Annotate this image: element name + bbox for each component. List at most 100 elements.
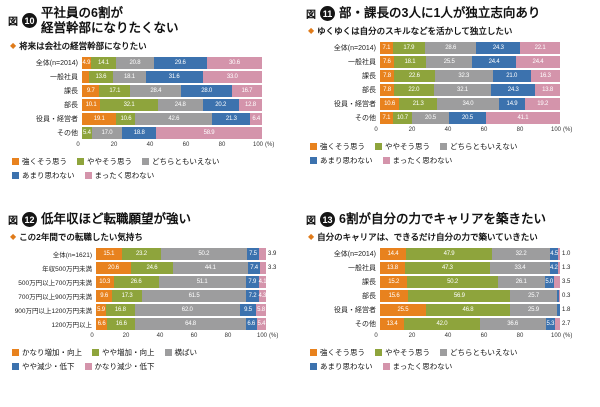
bar-segment: 7.1 <box>380 112 393 124</box>
bar-segment: 7.8 <box>380 84 395 96</box>
category-label: 500万円以上700万円未満 <box>18 280 92 287</box>
axis-tick-label: 80 <box>516 333 524 339</box>
bar-value-label: 28.4 <box>150 87 162 94</box>
bar-value-label: 13.6 <box>95 73 107 80</box>
bar-row: 700万円以上900万円未満 9.6 17.3 61.5 7.2 4.3 <box>8 290 296 302</box>
chart-subtitle: ◆ この2年間での転職したい気持ち <box>10 231 296 243</box>
bar-row: 課長 9.7 17.1 28.4 28.0 16.7 <box>8 84 296 97</box>
bar-value-label: 20.5 <box>425 115 436 121</box>
bar-segment: 9.7 <box>82 84 100 97</box>
axis-tick-label: 60 <box>182 141 190 148</box>
bar-segment: 16.8 <box>106 304 135 316</box>
axis-tick-label: 60 <box>190 333 198 339</box>
figure-number-badge: 12 <box>22 212 37 227</box>
bar-value-label: 18.1 <box>404 59 416 65</box>
legend-row: 強くそう思う ややそう思う どちらともいえない <box>310 141 594 152</box>
legend-swatch-icon <box>84 171 92 179</box>
bar-segment: 24.4 <box>472 56 517 68</box>
bar-row: 課長 15.2 50.2 26.1 5.0 3.5 <box>306 276 594 288</box>
bar-segment: 5.4 <box>82 126 92 139</box>
axis-tick-label: 60 <box>480 127 488 133</box>
diamond-bullet-icon: ◆ <box>10 40 17 50</box>
chart-subtitle-text: ゆくゆくは自分のスキルなどを活かして独立したい <box>317 26 513 36</box>
category-label: 一般社員 <box>348 265 376 272</box>
figure-number-badge: 10 <box>22 13 37 29</box>
bar-segment <box>260 262 266 274</box>
bar-value-label: 32.1 <box>457 87 468 93</box>
bar-segment <box>558 248 560 260</box>
bar-segment: 14.4 <box>380 248 406 260</box>
bar-segment: 26.1 <box>497 276 545 288</box>
bar-segment: 21.3 <box>399 98 438 110</box>
bar-segment: 21.3 <box>212 112 251 125</box>
bar-value-label: 4.2 <box>549 265 558 271</box>
legend: 強くそう思う ややそう思う どちらともいえない あまり思わない まったく思わない <box>12 156 296 181</box>
bar-segment: 25.5 <box>380 304 426 316</box>
bar-segment: 25.5 <box>426 56 473 68</box>
axis-tick-label: 0 <box>374 127 378 133</box>
bar-segment: 9.6 <box>96 290 113 302</box>
bar-track: 13.8 47.3 33.4 4.2 1.3 <box>380 262 570 274</box>
bar-segment: 29.6 <box>153 56 207 69</box>
bar-segment <box>555 318 560 330</box>
bar-value-label: 20.8 <box>129 59 141 66</box>
bar-value-label: 26.6 <box>130 279 142 285</box>
bar-segment: 17.1 <box>99 84 131 97</box>
bar-segment: 17.3 <box>112 290 142 302</box>
bar-segment: 20.5 <box>412 112 449 124</box>
legend-label: ややそう思う <box>87 156 132 166</box>
bar-value-label: 17.0 <box>101 129 113 136</box>
bar-segment: 10.1 <box>82 98 101 111</box>
bar-track: 19.1 10.6 42.6 21.3 6.4 <box>82 112 262 125</box>
legend-item: どちらともいえない <box>142 156 219 167</box>
legend-label: ややそう思う <box>385 348 430 357</box>
axis-tick-label: 40 <box>444 333 452 339</box>
bar-row: 全体(n=2014) 7.1 17.9 28.6 24.3 22.1 <box>306 42 594 54</box>
bar-segment: 22.6 <box>394 70 435 82</box>
legend-swatch-icon <box>375 349 382 356</box>
bar-row: 部長 15.6 56.9 25.7 0.3 <box>306 290 594 302</box>
bar-value-label: 44.1 <box>204 265 216 271</box>
bar-segment: 17.0 <box>91 126 123 139</box>
legend-item: まったく思わない <box>84 170 154 181</box>
bar-segment: 46.8 <box>425 304 511 316</box>
legend: かなり増加・向上 やや増加・向上 横ばい やや減少・低下 かなり減少・低下 <box>12 347 296 372</box>
bar-value-label: 24.4 <box>532 59 544 65</box>
legend-label: どちらともいえない <box>450 348 518 357</box>
bar-track: 5.4 17.0 18.8 58.9 <box>82 126 262 139</box>
bar-value-label: 16.6 <box>115 321 127 327</box>
bar-track: 13.4 42.0 36.6 5.3 2.7 <box>380 318 570 330</box>
bar-segment: 4.5 <box>550 248 558 260</box>
bar-segment: 5.3 <box>545 318 556 330</box>
legend-label: あまり思わない <box>320 156 373 165</box>
legend-item: まったく思わない <box>382 155 452 166</box>
legend-item: ややそう思う <box>375 141 430 152</box>
bar-segment: 6.4 <box>250 112 262 125</box>
category-label: 役員・経営者 <box>36 115 78 123</box>
legend-label: かなり増加・向上 <box>22 348 82 357</box>
bar-value-label: 17.1 <box>109 87 121 94</box>
bar-segment: 24.3 <box>476 42 521 54</box>
legend-label: まったく思わない <box>392 362 453 371</box>
axis: 0 20 40 60 80 100 (%) <box>374 332 572 342</box>
bar-value-label: 61.5 <box>188 293 200 299</box>
bar-segment: 25.7 <box>510 290 557 302</box>
bar-segment: 4.9 <box>82 56 91 69</box>
category-label: その他 <box>355 115 376 122</box>
legend-swatch-icon <box>84 363 92 370</box>
legend-swatch-icon <box>440 143 447 150</box>
legend-item: やや増加・向上 <box>92 347 155 358</box>
axis-unit-label: (%) <box>265 141 275 148</box>
bar-segment: 7.4 <box>247 262 261 274</box>
legend-label: やや減少・低下 <box>22 362 75 371</box>
bar-value-label: 34.0 <box>462 101 474 107</box>
legend-label: ややそう思う <box>385 142 430 151</box>
bar-value-label: 26.1 <box>515 279 527 285</box>
bar-segment: 41.1 <box>485 112 560 124</box>
bar-track: 13.6 18.1 31.6 33.0 <box>82 70 262 83</box>
bar-segment: 18.1 <box>113 70 146 83</box>
bar-segment: 5.8 <box>256 304 266 316</box>
bar-row: 一般社員 7.6 18.1 25.5 24.4 24.4 <box>306 56 594 68</box>
axis-tick-label: 0 <box>374 333 378 339</box>
bar-segment: 16.3 <box>530 70 560 82</box>
